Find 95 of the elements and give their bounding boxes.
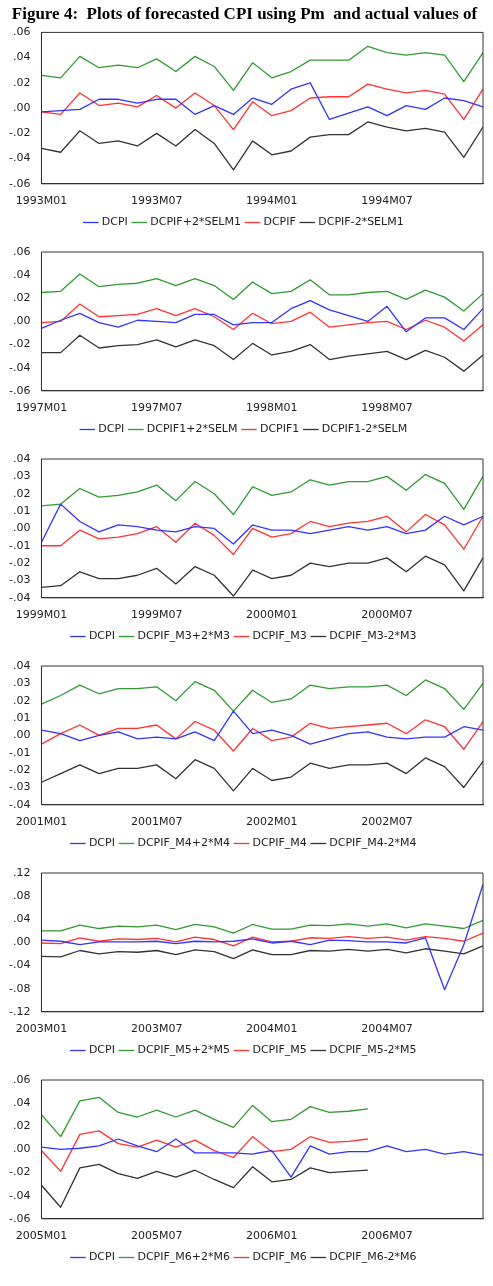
x-tick-label: 1998M01 (246, 401, 298, 415)
x-tick-label: 1997M07 (130, 401, 183, 415)
chart-title: Figure 4: Plots of forecasted CPI using Pm and actual values of (11, 3, 478, 23)
y-tick-label: .04 (12, 912, 31, 926)
legend-label: DCPIF_M6-2*M6 (329, 1250, 417, 1264)
y-tick-label: -.02 (8, 1165, 31, 1179)
x-tick-label: 1997M01 (15, 401, 68, 415)
legend-label: DCPIF1+2*SELM (146, 422, 238, 436)
legend-label: DCPIF-2*SELM1 (318, 215, 404, 229)
y-tick-label: .00 (12, 521, 31, 535)
y-tick-label: .12 (12, 865, 31, 879)
y-tick-label: -.06 (8, 383, 31, 397)
y-tick-label: -.01 (8, 745, 31, 759)
x-tick-label: 2003M07 (130, 1022, 183, 1036)
y-tick-label: -.02 (8, 126, 31, 140)
x-tick-label: 2002M07 (361, 815, 413, 829)
x-tick-label: 2006M07 (361, 1229, 413, 1243)
legend-label: DCPIF_M4+2*M4 (137, 836, 230, 850)
y-tick-label: .00 (12, 100, 31, 114)
y-tick-label: .01 (12, 503, 31, 517)
y-tick-label: .02 (12, 1119, 31, 1133)
y-tick-label: .00 (12, 728, 31, 742)
y-tick-label: -.12 (8, 1004, 31, 1018)
y-tick-label: -.03 (8, 780, 31, 794)
y-tick-label: .06 (12, 244, 31, 258)
y-tick-label: -.02 (8, 555, 31, 569)
legend-label: DCPI (98, 422, 125, 436)
legend-label: DCPIF_M4 (252, 836, 307, 850)
x-tick-label: 1999M07 (130, 608, 183, 622)
y-tick-label: .04 (12, 451, 31, 465)
x-tick-label: 2004M07 (361, 1022, 413, 1036)
x-tick-label: 1999M01 (15, 608, 68, 622)
legend-label: DCPIF_M3-2*M3 (329, 629, 417, 643)
y-tick-label: .00 (12, 314, 31, 328)
legend-label: DCPIF_M3+2*M3 (137, 629, 230, 643)
y-tick-label: .00 (12, 935, 31, 949)
x-tick-label: 1998M07 (361, 401, 413, 415)
legend-label: DCPI (88, 1043, 115, 1057)
y-tick-label: -.04 (8, 958, 31, 972)
y-tick-label: .02 (12, 291, 31, 305)
y-tick-label: -.04 (8, 590, 31, 604)
y-tick-label: .04 (12, 658, 31, 672)
y-tick-label: -.08 (8, 981, 31, 995)
x-tick-label: 2005M01 (15, 1229, 68, 1243)
legend-label: DCPI (101, 215, 128, 229)
legend-label: DCPIF1 (259, 422, 300, 436)
y-tick-label: .06 (12, 25, 31, 39)
legend-label: DCPIF+2*SELM1 (150, 215, 241, 229)
y-tick-label: -.04 (8, 1188, 31, 1202)
y-tick-label: .04 (12, 1095, 31, 1109)
x-tick-label: 2001M01 (15, 815, 68, 829)
y-tick-label: -.01 (8, 538, 31, 552)
legend-label: DCPI (88, 1250, 115, 1264)
legend-label: DCPIF_M5-2*M5 (329, 1043, 417, 1057)
x-tick-label: 2005M07 (130, 1229, 183, 1243)
x-tick-label: 1994M01 (246, 194, 298, 208)
legend-label: DCPI (88, 629, 115, 643)
y-tick-label: .04 (12, 267, 31, 281)
x-tick-label: 1994M07 (361, 194, 413, 208)
legend-label: DCPIF_M6+2*M6 (137, 1250, 230, 1264)
y-tick-label: .06 (12, 1072, 31, 1086)
legend-label: DCPIF_M5+2*M5 (137, 1043, 230, 1057)
y-tick-label: .02 (12, 75, 31, 89)
y-tick-label: -.06 (8, 1211, 31, 1225)
y-tick-label: -.06 (8, 176, 31, 190)
x-tick-label: 1993M01 (15, 194, 68, 208)
x-tick-label: 1993M07 (130, 194, 183, 208)
y-tick-label: .08 (12, 888, 31, 902)
y-tick-label: .00 (12, 1142, 31, 1156)
legend-label: DCPIF (263, 215, 296, 229)
legend-label: DCPI (88, 836, 115, 850)
y-tick-label: -.02 (8, 762, 31, 776)
y-tick-label: .02 (12, 486, 31, 500)
legend-label: DCPIF_M3 (252, 629, 307, 643)
y-tick-label: .03 (12, 469, 31, 483)
x-tick-label: 2003M01 (15, 1022, 68, 1036)
y-tick-label: -.03 (8, 573, 31, 587)
y-tick-label: -.04 (8, 360, 31, 374)
y-tick-label: .03 (12, 676, 31, 690)
y-tick-label: .04 (12, 50, 31, 64)
legend-label: DCPIF_M4-2*M4 (329, 836, 417, 850)
y-tick-label: -.04 (8, 797, 31, 811)
x-tick-label: 2000M01 (246, 608, 298, 622)
x-tick-label: 2006M01 (246, 1229, 298, 1243)
legend-label: DCPIF_M5 (252, 1043, 307, 1057)
x-tick-label: 2002M01 (246, 815, 298, 829)
legend-label: DCPIF1-2*SELM (321, 422, 408, 436)
x-tick-label: 2000M07 (361, 608, 413, 622)
y-tick-label: -.02 (8, 337, 31, 351)
y-tick-label: .01 (12, 710, 31, 724)
x-tick-label: 2001M07 (130, 815, 183, 829)
legend-label: DCPIF_M6 (252, 1250, 307, 1264)
y-tick-label: .02 (12, 693, 31, 707)
y-tick-label: -.04 (8, 151, 31, 165)
x-tick-label: 2004M01 (246, 1022, 298, 1036)
